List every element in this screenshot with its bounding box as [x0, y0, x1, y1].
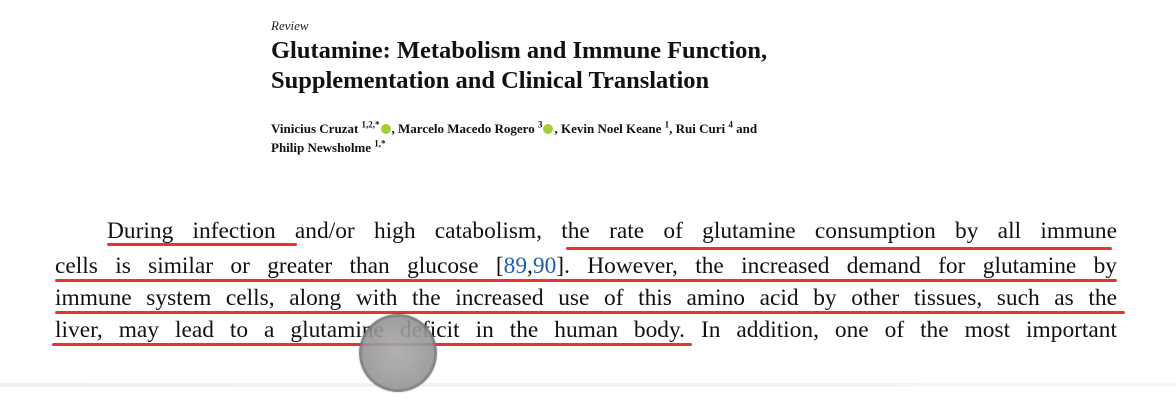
article-header: Review Glutamine: Metabolism and Immune …	[271, 18, 971, 96]
title-line-2: Supplementation and Clinical Translation	[271, 67, 710, 94]
author-list: Vinicius Cruzat 1,2,*, Marcelo Macedo Ro…	[271, 119, 891, 157]
author-line-2: Philip Newsholme 1,*	[271, 138, 891, 157]
paragraph-line-2: cells is similar or greater than glucose…	[55, 251, 1117, 282]
orcid-icon[interactable]	[543, 124, 554, 134]
author-name: Philip Newsholme	[271, 140, 372, 155]
paragraph-line-3-text: immune system cells, along with the incr…	[55, 285, 1117, 311]
paragraph-line-4: liver, may lead to a glutamine deficit i…	[55, 315, 1117, 346]
author-name: Vinicius Cruzat	[271, 121, 359, 136]
text-segment: ]. However, the increased demand for glu…	[556, 253, 1118, 279]
author-affiliation: 1,2,*	[361, 119, 380, 130]
author-affiliation: 1	[664, 119, 670, 130]
page-fold-shadow	[0, 383, 1176, 387]
author-name: Kevin Noel Keane	[560, 121, 662, 136]
separator: ,	[391, 121, 399, 136]
annotation-underline	[566, 247, 1112, 250]
annotation-underline	[55, 279, 1117, 282]
text-segment: cells is similar or greater than glucose…	[55, 253, 504, 279]
annotation-underline	[55, 311, 1125, 314]
paragraph-line-4-text: liver, may lead to a glutamine deficit i…	[55, 317, 1117, 343]
paragraph-line-1-text: During infection and/or high catabolism,…	[107, 218, 1117, 244]
author-affiliation: 1,*	[374, 138, 386, 149]
author-name: Marcelo Macedo Rogero	[398, 121, 535, 136]
paragraph-line-3: immune system cells, along with the incr…	[55, 283, 1117, 314]
author-line-1: Vinicius Cruzat 1,2,*, Marcelo Macedo Ro…	[271, 119, 891, 138]
citation-link[interactable]: 89	[503, 253, 528, 279]
orcid-icon[interactable]	[380, 124, 391, 134]
author-name: Rui Curi	[675, 121, 726, 136]
citation-link[interactable]: 90	[532, 253, 557, 279]
separator: and	[732, 121, 758, 136]
article-type-label: Review	[271, 18, 309, 33]
touch-indicator-icon	[359, 314, 437, 392]
article-title: Glutamine: Metabolism and Immune Functio…	[271, 36, 971, 96]
paragraph-line-2-text: cells is similar or greater than glucose…	[55, 251, 1117, 282]
separator: ,	[554, 121, 561, 136]
separator: ,	[669, 121, 676, 136]
paragraph-line-1: During infection and/or high catabolism,…	[107, 216, 1117, 247]
text-segment: ,	[527, 253, 533, 279]
author-affiliation: 4	[728, 119, 733, 130]
title-line-1: Glutamine: Metabolism and Immune Functio…	[271, 37, 768, 64]
author-affiliation: 3	[537, 119, 543, 130]
annotation-underline	[107, 243, 297, 246]
